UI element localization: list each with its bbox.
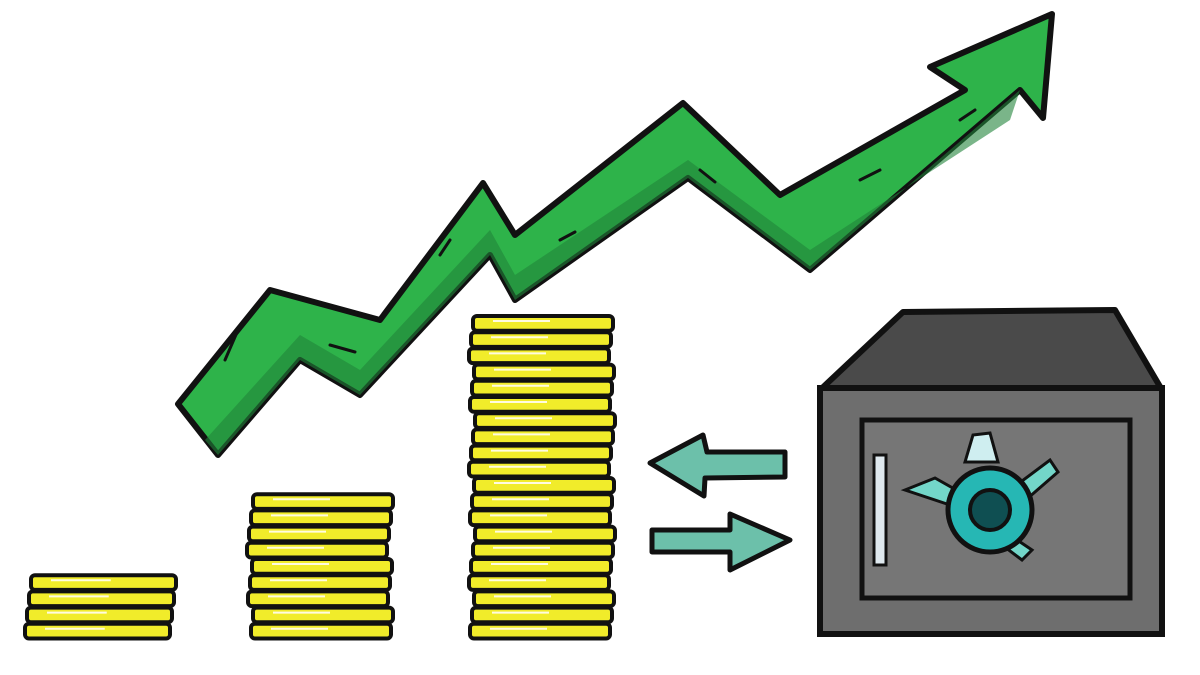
safe-dial-center (968, 488, 1012, 532)
coin (25, 605, 174, 625)
coin (467, 459, 611, 479)
coin (470, 605, 614, 625)
coin (469, 443, 613, 463)
coin (473, 524, 617, 544)
coin (251, 492, 395, 511)
coin (247, 524, 391, 544)
coin (467, 573, 611, 592)
coin (245, 540, 389, 560)
coin-stacks (23, 314, 617, 641)
growth-arrow (175, 11, 1055, 458)
arrow-to-coins (647, 432, 788, 499)
safe-handle (872, 453, 888, 567)
coin (23, 621, 172, 641)
coin (471, 427, 615, 447)
coin (29, 573, 178, 592)
coin (470, 378, 614, 398)
coin (468, 508, 612, 528)
safe (817, 307, 1165, 637)
coin (472, 362, 616, 382)
arrow-to-safe (649, 511, 793, 573)
coin (468, 395, 612, 414)
coin (249, 621, 393, 641)
safe-keyhole-icon (962, 431, 1000, 464)
coin (248, 573, 392, 592)
coin (473, 411, 617, 430)
coin (250, 557, 394, 576)
transfer-arrows (647, 432, 793, 573)
large-stack (467, 314, 617, 641)
coin (251, 605, 395, 625)
coin (472, 589, 616, 609)
medium-stack (245, 492, 395, 641)
coin (27, 589, 176, 609)
coin (471, 540, 615, 560)
coin (469, 557, 613, 576)
coin (249, 508, 393, 528)
coin (470, 492, 614, 511)
coin (246, 589, 390, 609)
coin (472, 476, 616, 495)
coin (471, 314, 615, 333)
coin (468, 621, 612, 641)
coin (467, 346, 611, 366)
safe-top (817, 307, 1165, 393)
coin (469, 330, 613, 349)
small-stack (23, 573, 178, 641)
